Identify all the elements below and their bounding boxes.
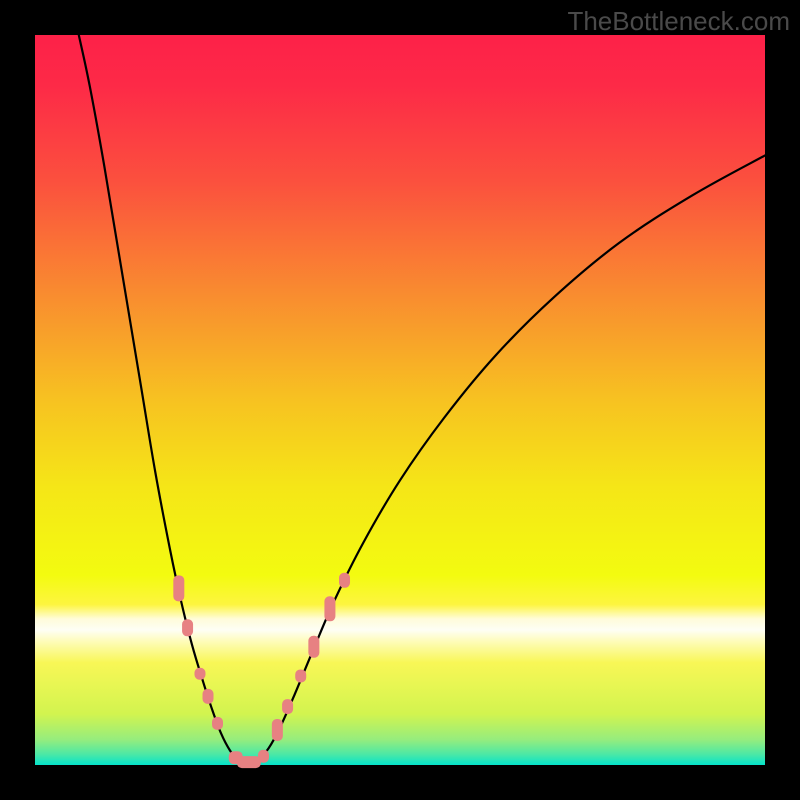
chart-container: TheBottleneck.com xyxy=(0,0,800,800)
plot-background xyxy=(35,35,765,765)
watermark-text: TheBottleneck.com xyxy=(567,6,790,37)
